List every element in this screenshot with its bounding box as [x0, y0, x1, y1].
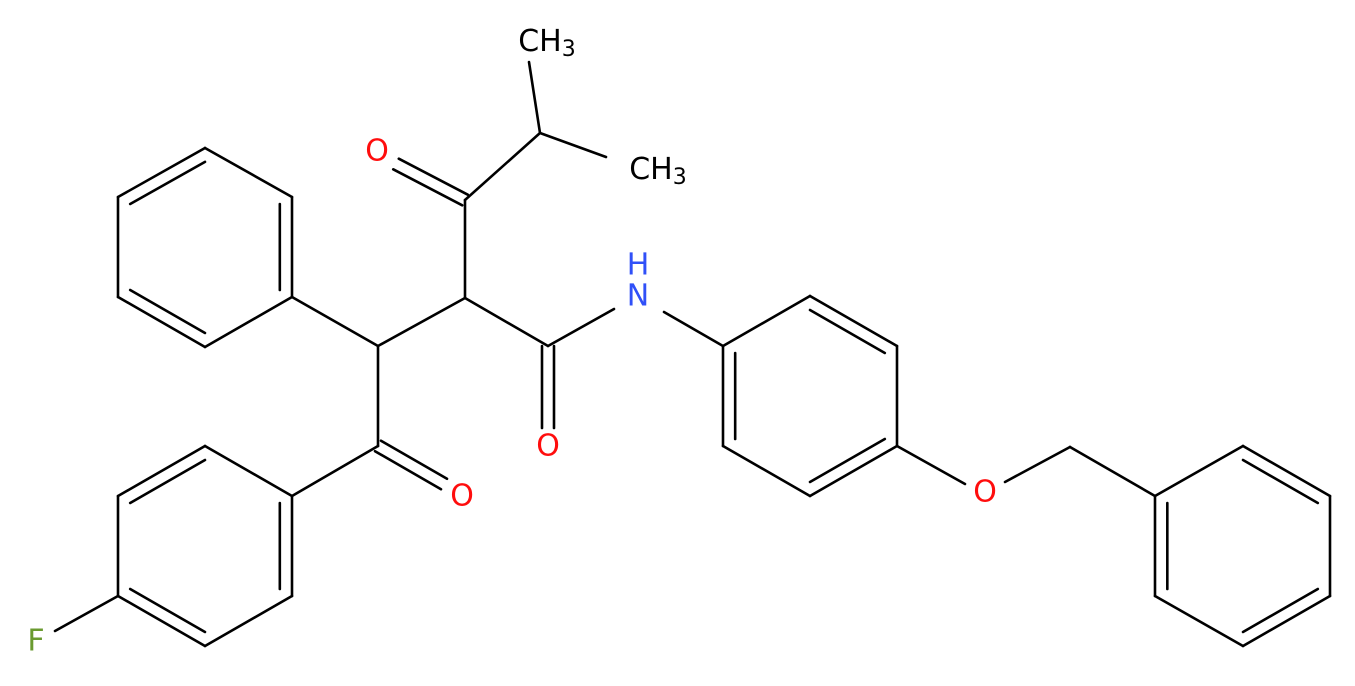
bond: [116, 594, 207, 648]
bond: [397, 157, 470, 196]
methyl-label: CH3: [518, 24, 576, 63]
bond: [538, 131, 608, 159]
oxygen-label: O: [536, 429, 560, 464]
fluorine-label: F: [27, 624, 44, 659]
methyl-label: CH3: [629, 152, 687, 191]
bond: [116, 295, 207, 349]
bond: [1003, 445, 1072, 484]
bond: [808, 294, 899, 348]
bond: [808, 444, 899, 498]
atom-label: CH: [518, 24, 562, 59]
bond: [379, 439, 449, 481]
bond: [1153, 594, 1245, 648]
bond: [203, 444, 294, 498]
bond: [128, 458, 207, 505]
bond: [203, 295, 294, 349]
bond: [203, 594, 294, 648]
oxygen-label: O: [365, 134, 389, 169]
bond: [527, 60, 542, 135]
oxygen-label: O: [973, 475, 997, 510]
bond: [203, 146, 294, 199]
bond: [546, 307, 616, 348]
bond: [1241, 444, 1332, 498]
bond: [721, 294, 812, 348]
bond: [290, 295, 380, 348]
bond: [128, 288, 207, 335]
bond: [463, 296, 550, 348]
bonds: [53, 60, 1332, 648]
atom-subscript: 3: [562, 37, 576, 62]
bond: [1241, 594, 1332, 648]
bond: [895, 444, 967, 486]
bond: [53, 594, 120, 633]
bond: [116, 444, 207, 498]
bond: [1241, 587, 1320, 634]
nitrogen-label: N: [627, 279, 649, 314]
bond: [463, 131, 542, 202]
oxygen-label: O: [450, 479, 474, 514]
bond: [1068, 445, 1157, 498]
bond: [1241, 458, 1320, 505]
atom-subscript: 3: [673, 165, 687, 190]
bond: [128, 587, 207, 634]
bond: [128, 160, 207, 206]
bond: [1153, 444, 1245, 498]
bond: [808, 308, 887, 355]
bond: [373, 449, 443, 491]
atom-label: CH: [629, 152, 673, 187]
bond: [391, 168, 464, 207]
bond: [376, 296, 467, 348]
hydrogen-label: H: [627, 248, 650, 283]
bond: [662, 310, 725, 348]
bond: [721, 444, 812, 498]
bond: [808, 437, 887, 484]
bond: [116, 146, 207, 199]
bond: [290, 444, 380, 498]
